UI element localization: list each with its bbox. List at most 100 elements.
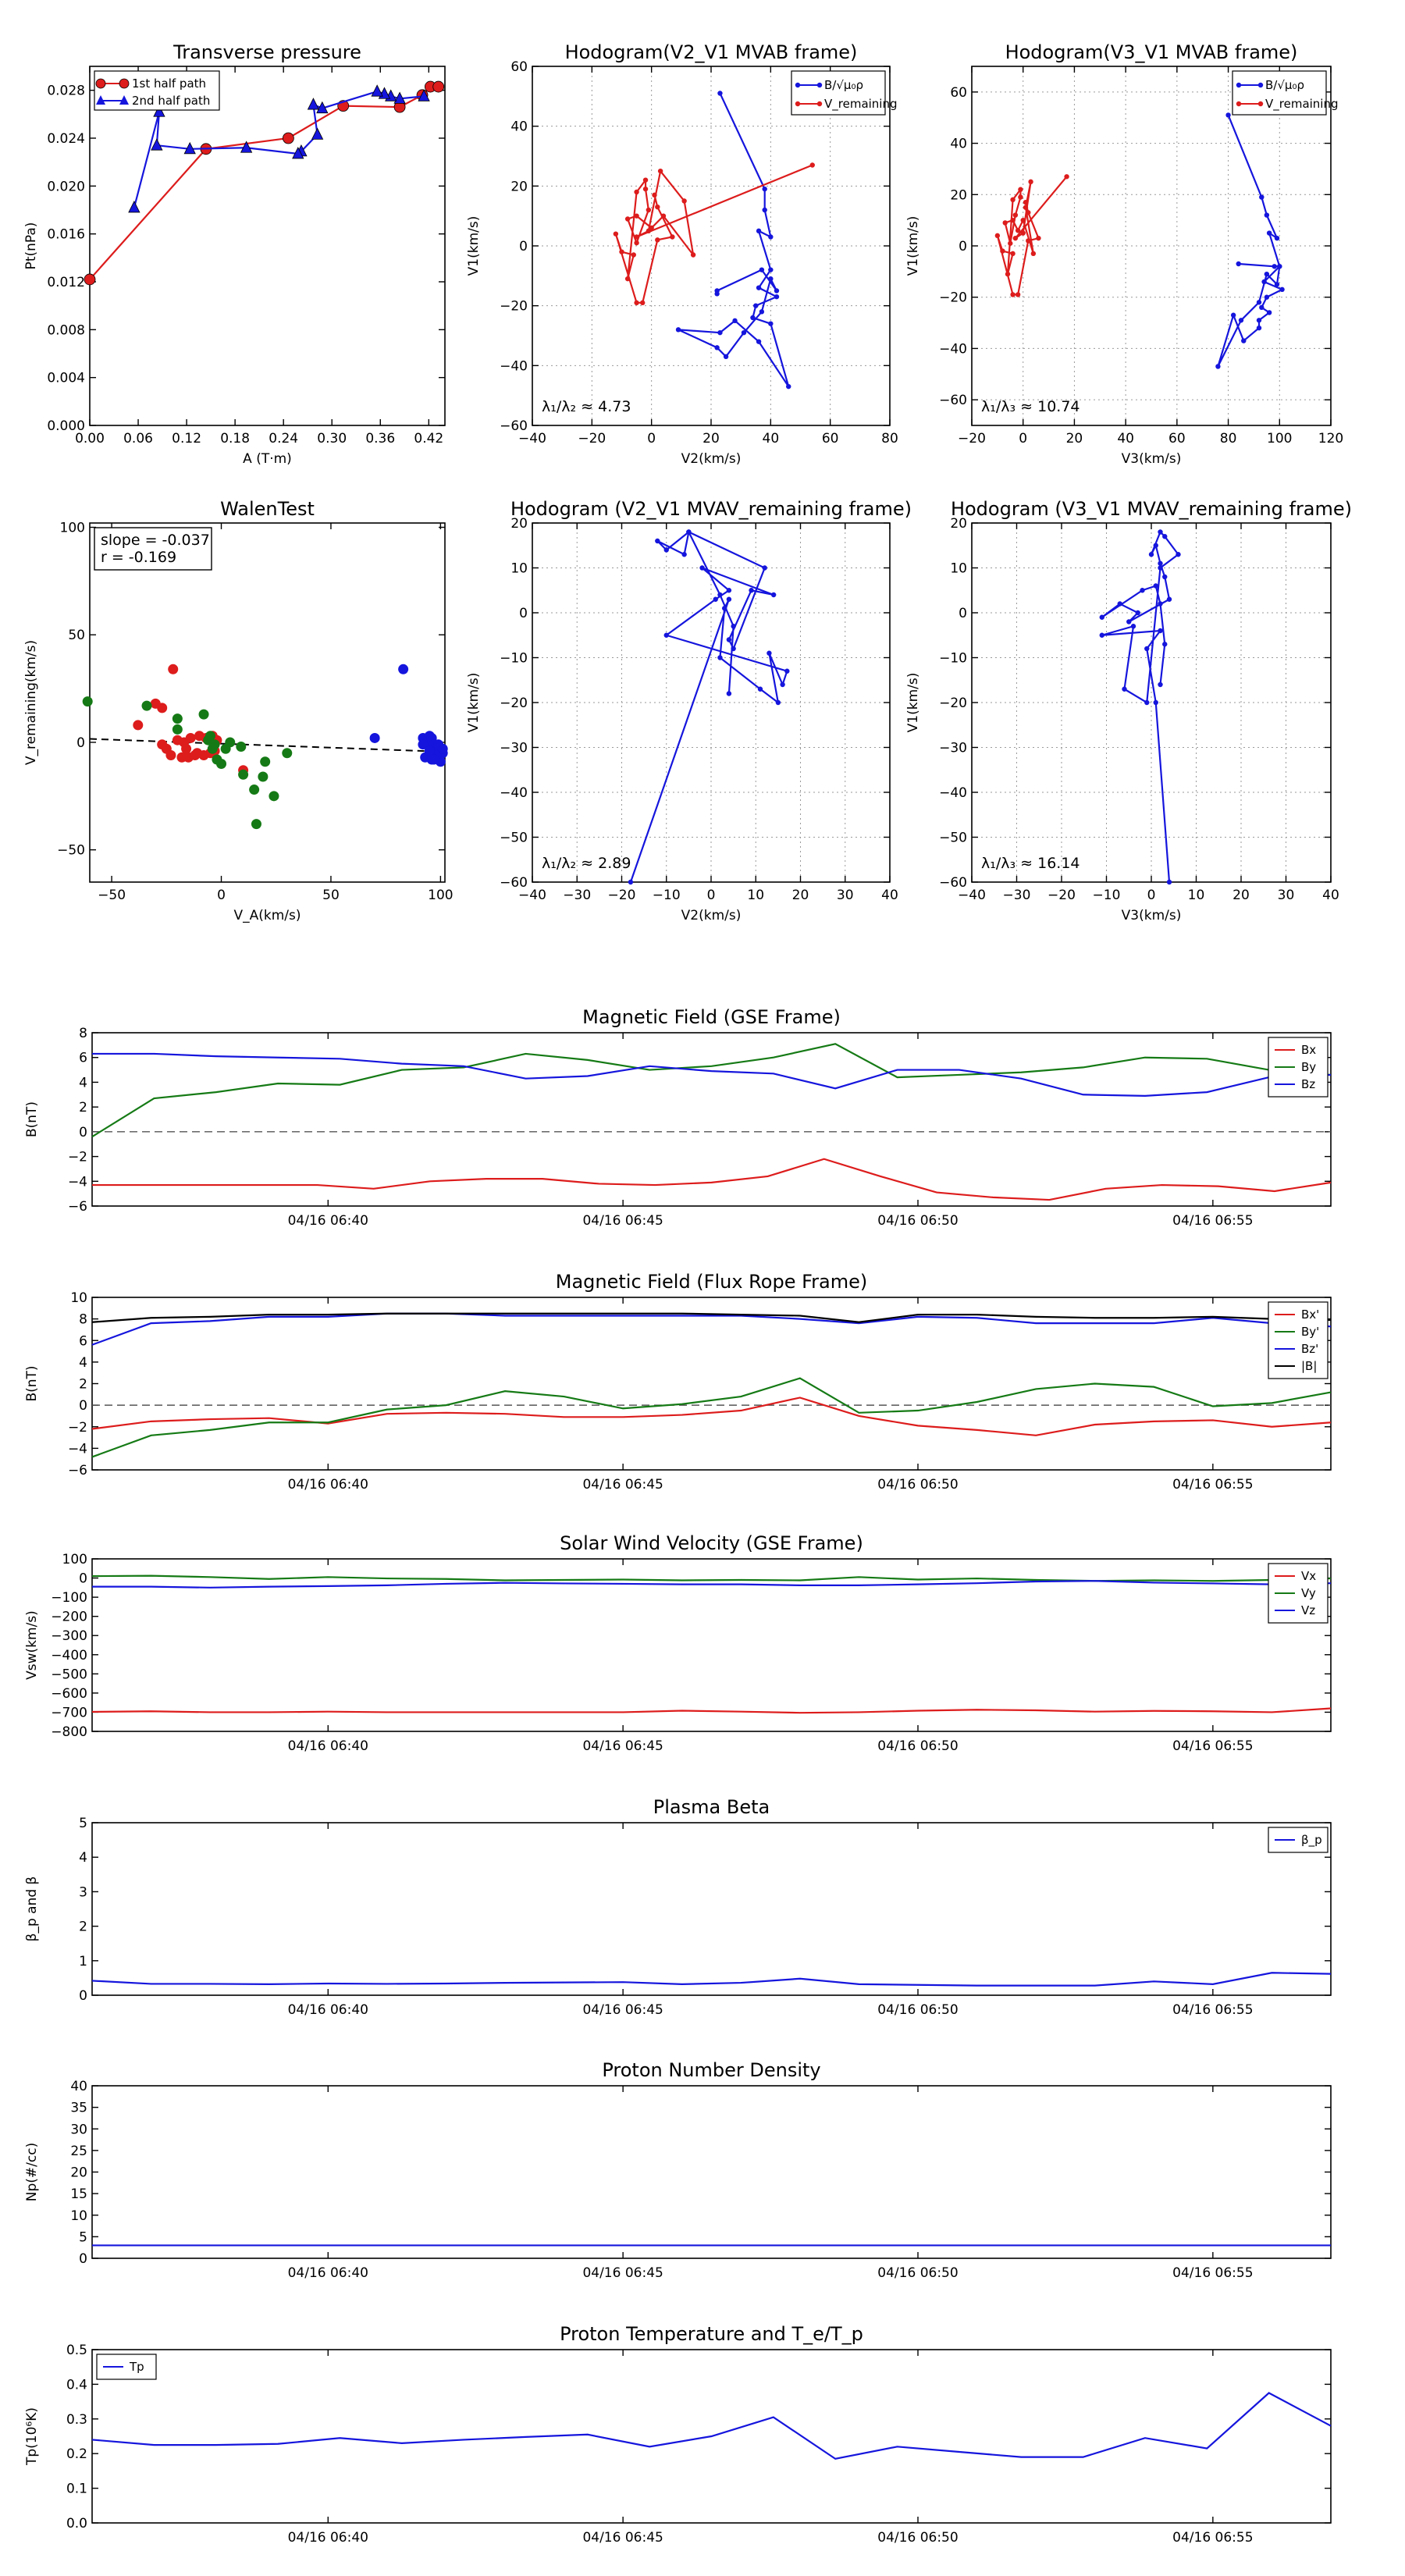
legend-label: β_p [1301,1833,1322,1848]
data-point [1158,628,1163,634]
data-point [634,213,639,219]
data-point [150,698,161,709]
x-tick-label: 60 [1168,431,1186,447]
x-tick-label: 04/16 06:45 [582,2265,663,2281]
x-tick-label: 20 [1066,431,1083,447]
y-tick-label: −10 [500,651,528,667]
data-point [418,739,429,750]
x-tick-label: 0.00 [75,431,105,447]
y-axis-label: B(nT) [24,1365,40,1401]
x-tick-label: 0.06 [123,431,153,447]
data-point [774,294,780,300]
data-point [675,327,681,333]
plot-frame [91,1032,1332,1207]
data-point [1026,210,1031,215]
y-tick-label: −50 [939,831,967,846]
x-tick-label: 10 [1188,888,1205,903]
data-point [721,606,727,611]
x-tick-label: 0.42 [414,431,443,447]
y-tick-label: −40 [939,785,967,801]
data-point [670,234,675,240]
data-point [433,739,444,750]
plot-frame [91,2349,1332,2524]
x-tick-label: 04/16 06:50 [877,2265,958,2281]
plot-frame [91,2085,1332,2259]
x-tick-label: 100 [428,888,453,903]
x-tick-label: 40 [1322,888,1339,903]
x-tick-label: 20 [792,888,809,903]
data-point [1261,279,1267,285]
stats-line: slope = -0.037 [101,532,210,549]
chart-title: Transverse pressure [173,41,361,63]
x-tick-label: 04/16 06:45 [582,2530,663,2546]
data-point [1215,364,1221,369]
y-tick-label: −500 [51,1667,87,1682]
data-point [1158,529,1163,535]
data-point [282,748,293,759]
data-point [619,249,624,254]
y-tick-label: 0.008 [47,322,85,338]
chart-h3: −40 −30 −20 −10 0 10 20 30 40 −60 −50 −40 −30 −20 −10 0… [466,498,912,923]
data-point [1135,610,1140,616]
y-tick-label: 4 [79,1850,87,1866]
data-point [1010,217,1016,223]
y-tick-label: 0.4 [66,2377,87,2393]
x-tick-label: −30 [563,888,591,903]
data-point [686,529,692,535]
y-tick-label: 5 [79,2229,87,2245]
data-point [717,655,723,660]
data-point [1274,282,1280,287]
y-tick-label: −400 [51,1648,87,1663]
y-tick-label: 0.004 [47,371,85,386]
x-tick-label: 60 [822,431,839,447]
x-tick-label: 120 [1318,431,1343,447]
y-tick-label: −20 [939,290,967,306]
y-axis-label: Tp(10⁶K) [24,2407,40,2466]
y-tick-label: 20 [950,187,967,203]
y-tick-label: 6 [79,1051,87,1066]
x-axis-label: V3(km/s) [1122,451,1182,467]
data-point [1230,312,1236,318]
y-tick-label: 0.016 [47,227,85,243]
data-point [216,759,227,770]
data-point [717,91,723,96]
chart-walen: −50 0 50 100 −50 0 50 100 WalenTest V_A(km/s) V_re… [23,498,454,923]
data-point [750,315,756,321]
data-point [84,273,96,286]
legend-marker [1236,82,1242,88]
data-point [1264,294,1270,300]
x-tick-label: 0.36 [365,431,395,447]
x-tick-label: 40 [1117,431,1134,447]
legend-marker [795,101,801,107]
y-tick-label: 8 [79,1026,87,1041]
data-point [172,724,183,735]
x-tick-label: 80 [1220,431,1237,447]
data-point [1117,601,1122,607]
data-point [133,720,144,731]
y-tick-label: 10 [950,561,967,577]
chart-h4: −40 −30 −20 −10 0 10 20 30 40 −60 −50 −40 −30 −20 −10 0… [905,498,1352,923]
data-point [741,329,747,336]
data-point [1266,310,1272,315]
data-point [732,318,738,324]
chart-h2: −20 0 20 40 60 80 100 120 −60 −40 −20 0 20 40 60 Hodogr… [905,41,1343,467]
series-line-Bx' [91,1397,1332,1436]
data-point [1020,217,1026,223]
data-point [640,300,646,306]
y-tick-label: −4 [68,1174,87,1190]
y-tick-label: 0 [959,606,967,621]
data-point [1064,174,1069,180]
data-point [1166,596,1172,602]
legend-label: Bz' [1301,1342,1318,1356]
data-point [1162,574,1168,580]
x-axis-label: V3(km/s) [1122,908,1182,923]
data-point [1010,292,1016,297]
y-tick-label: −6 [68,1199,87,1215]
data-point [786,383,791,390]
y-tick-label: 6 [79,1333,87,1349]
x-tick-label: 40 [881,888,898,903]
data-point [172,735,183,745]
data-point [282,132,294,144]
y-tick-label: 35 [70,2101,87,2116]
data-point [634,234,639,240]
